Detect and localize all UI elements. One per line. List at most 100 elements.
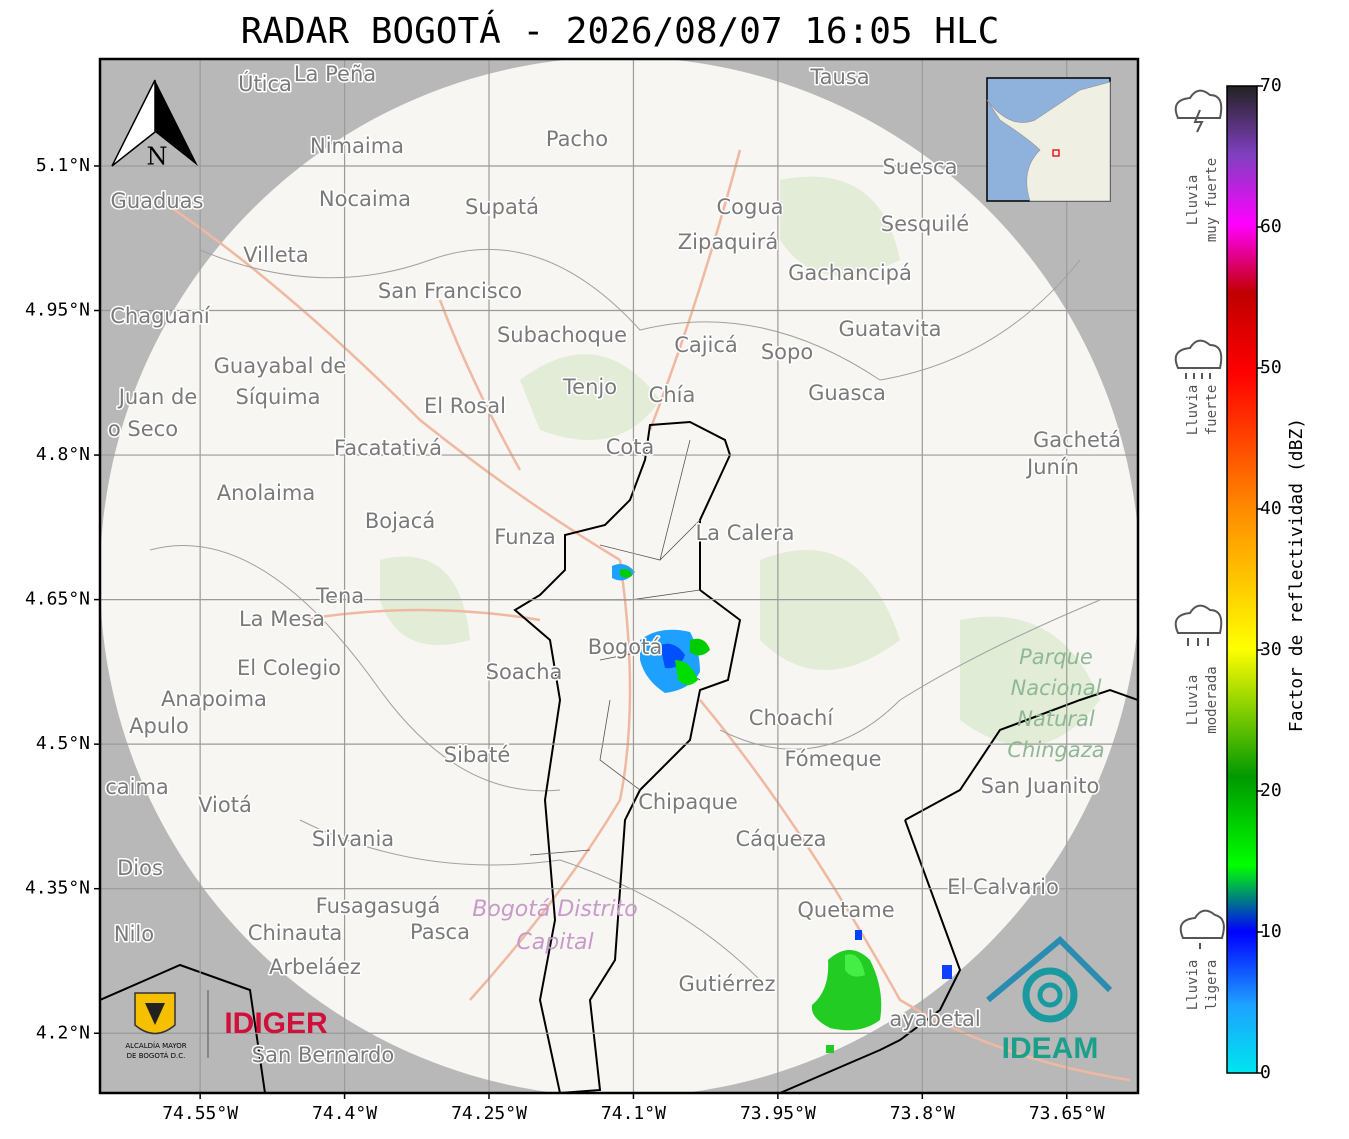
y-tick-label: 4.2°N (36, 1022, 90, 1043)
place-label: El Calvario (947, 875, 1059, 899)
municipal-borders (149, 248, 1101, 981)
colorbar: Factor de reflectividad (dBZ) 0 10 20 30 40 5… (1226, 75, 1307, 1083)
place-label: Viotá (198, 793, 252, 817)
title: RADAR BOGOTÁ - 2026/08/07 16:05 HLC (241, 10, 1000, 52)
colorbar-tick-label: 40 (1260, 498, 1282, 519)
place-label: Síquima (236, 385, 321, 409)
axes: 74.55°W 74.4°W 74.25°W 74.1°W 73.95°W 73.8°W 7… (25, 155, 1105, 1124)
place-label: Apulo (129, 714, 189, 738)
place-label: Cajicá (674, 333, 738, 357)
map-frame (98, 57, 1140, 1095)
rain-category: fuerte (1204, 385, 1220, 436)
place-label: El Colegio (237, 656, 341, 680)
place-label: Dios (117, 856, 163, 880)
north-arrow: N (111, 79, 198, 171)
place-label: o Seco (108, 417, 178, 441)
place-label: Pacho (546, 127, 608, 151)
protected-area-label: Nacional (1011, 676, 1102, 700)
place-label: Tenjo (562, 375, 617, 399)
colorbar-ramp (1226, 85, 1258, 1074)
place-label: Bojacá (365, 509, 435, 533)
y-tick-label: 4.35°N (25, 878, 90, 899)
place-label: Fómeque (784, 747, 881, 771)
place-label: San Francisco (378, 279, 522, 303)
rain-category: Lluvia (1185, 385, 1201, 436)
place-label: El Rosal (424, 394, 506, 418)
place-label: Guatavita (839, 317, 942, 341)
place-label: La Peña (294, 62, 376, 86)
colorbar-tick-label: 20 (1260, 780, 1282, 801)
place-label: Juan de (117, 385, 198, 409)
place-label: Chía (649, 383, 696, 407)
place-label: Cogua (716, 195, 783, 219)
protected-area-label: Chingaza (1007, 738, 1104, 762)
place-label: Chaguaní (110, 304, 211, 328)
x-tick-label: 74.4°W (312, 1103, 377, 1124)
alcaldia-logo: ALCALDÍA MAYOR DE BOGOTÁ D.C. IDIGER (125, 990, 328, 1060)
place-label: Cota (606, 435, 655, 459)
place-label: Subachoque (497, 323, 627, 347)
colorbar-tick-label: 0 (1260, 1062, 1271, 1083)
x-tick-label: 74.55°W (162, 1103, 238, 1124)
place-label: Nilo (114, 922, 154, 946)
place-label: Nocaima (319, 187, 411, 211)
x-tick-label: 74.1°W (601, 1103, 666, 1124)
place-label: Suesca (883, 155, 958, 179)
graticule (100, 59, 1138, 1093)
north-label: N (147, 143, 168, 171)
x-tick-label: 73.65°W (1029, 1103, 1105, 1124)
place-label: Chinauta (248, 921, 342, 945)
rain-icons (1174, 89, 1225, 949)
x-tick-label: 73.95°W (740, 1103, 816, 1124)
place-label: Junín (1025, 455, 1079, 479)
place-label: Sibaté (444, 743, 511, 767)
place-label: Arbeláez (269, 955, 361, 979)
place-label: Guasca (808, 381, 886, 405)
protected-area-label: Parque (1019, 645, 1093, 669)
place-label: Sopo (761, 340, 813, 364)
place-label: Anolaima (217, 481, 315, 505)
place-label: Supatá (465, 195, 539, 219)
rain-category: Lluvia (1185, 960, 1201, 1011)
place-label: Soacha (486, 660, 563, 684)
place-label: Tausa (809, 65, 869, 89)
place-labels: Útica La Peña Tausa Pacho Nimaima Guaduas Noca… (104, 61, 1123, 1069)
rain-category: Lluvia (1185, 675, 1201, 726)
place-label: Anapoima (161, 687, 267, 711)
alcaldia-text: ALCALDÍA MAYOR (125, 1041, 186, 1050)
x-tick-label: 73.8°W (890, 1103, 955, 1124)
rain-category: muy fuerte (1204, 158, 1220, 242)
protected-area-label: Natural (1017, 707, 1095, 731)
idiger-logo: IDIGER (224, 1007, 328, 1040)
y-tick-label: 5.1°N (36, 155, 90, 176)
place-label: Funza (494, 525, 555, 549)
rain-category: ligera (1204, 960, 1220, 1011)
place-label: Zipaquirá (678, 230, 778, 254)
place-label: Bogotá (588, 635, 663, 659)
ideam-logo: IDEAM (986, 935, 1113, 1065)
roads (159, 149, 1131, 1082)
place-label: Choachí (749, 706, 835, 730)
place-label: Silvania (312, 827, 394, 851)
place-label: Guayabal de (214, 354, 347, 378)
alcaldia-text: DE BOGOTÁ D.C. (127, 1051, 186, 1060)
place-label: Facatativá (334, 436, 442, 460)
place-label: Cáqueza (736, 827, 827, 851)
rain-category: Lluvia (1185, 175, 1201, 226)
place-label: Gachetá (1033, 428, 1121, 452)
bogota-boundary (100, 420, 1138, 1093)
place-label: La Calera (695, 521, 794, 545)
district-label: Capital (516, 930, 593, 955)
colorbar-tick-label: 30 (1260, 639, 1282, 660)
colorbar-tick-label: 70 (1260, 75, 1282, 96)
colorbar-label: Factor de reflectividad (dBZ) (1286, 418, 1307, 732)
vegetation (380, 176, 1100, 746)
place-label: San Juanito (981, 774, 1100, 798)
inset-map (986, 77, 1111, 202)
place-label: Quetame (797, 898, 894, 922)
place-label: La Mesa (239, 607, 325, 631)
map-area: Útica La Peña Tausa Pacho Nimaima Guaduas Noca… (100, 59, 1138, 1093)
place-label: Útica (238, 71, 292, 96)
place-label: Sesquilé (881, 212, 969, 236)
